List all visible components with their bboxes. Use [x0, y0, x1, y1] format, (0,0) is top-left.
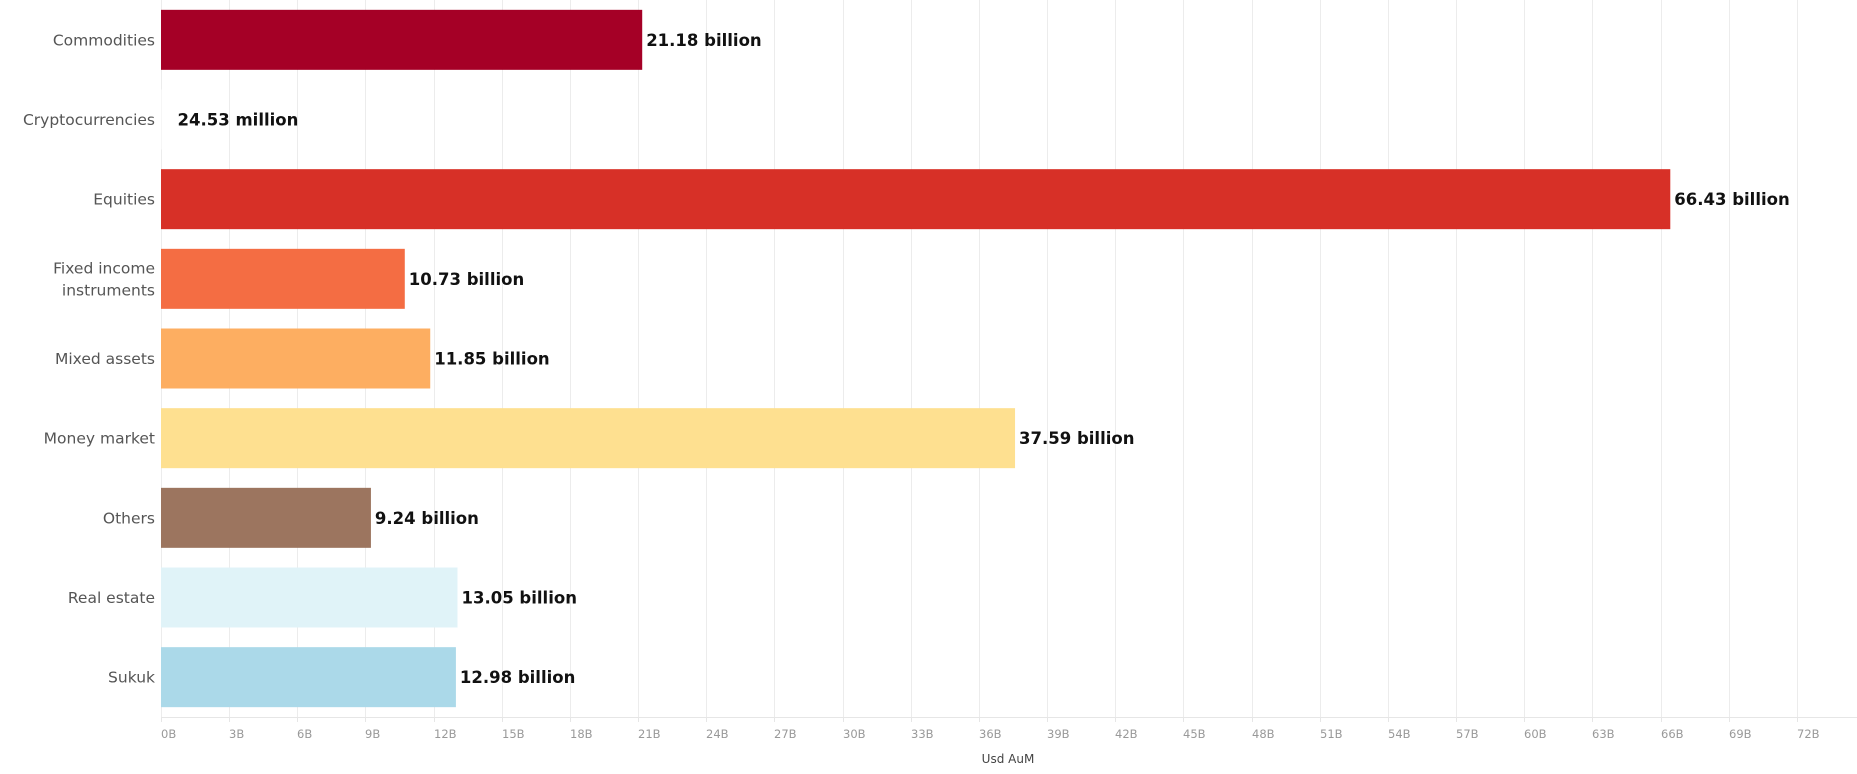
x-tick-label: 12B: [434, 727, 457, 741]
value-label: 37.59 billion: [1019, 429, 1134, 448]
category-labels: Commodities Cryptocurrencies Equities Fixed…: [23, 31, 155, 686]
category-label-line: Commodities: [53, 31, 155, 49]
x-tick-label: 54B: [1388, 727, 1411, 741]
value-label: 12.98 billion: [460, 668, 575, 687]
value-label: 21.18 billion: [646, 31, 761, 50]
x-tick-label: 63B: [1592, 727, 1615, 741]
x-tick-label: 69B: [1729, 727, 1752, 741]
x-tick-label: 36B: [979, 727, 1002, 741]
x-tick-label: 3B: [229, 727, 244, 741]
category-label-line: Money market: [44, 430, 155, 448]
category-label: Mixed assets: [55, 350, 155, 368]
category-label: Sukuk: [108, 669, 155, 687]
x-tick-label: 18B: [570, 727, 593, 741]
x-tick-label: 72B: [1797, 727, 1820, 741]
category-label-line: Cryptocurrencies: [23, 111, 155, 129]
bar[interactable]: [161, 9, 643, 70]
value-label: 11.85 billion: [434, 350, 549, 369]
x-tick-label: 42B: [1115, 727, 1138, 741]
category-label-line: instruments: [62, 281, 155, 299]
value-label: 9.24 billion: [375, 509, 479, 528]
x-tick-label: 45B: [1183, 727, 1206, 741]
bar[interactable]: [161, 567, 458, 628]
bars: [161, 9, 1671, 708]
x-tick-label: 27B: [774, 727, 797, 741]
x-axis-title: Usd AuM: [982, 752, 1035, 766]
bar[interactable]: [161, 647, 456, 708]
bar[interactable]: [161, 408, 1016, 469]
value-labels: 21.18 billion 24.53 million 66.43 billion 1…: [178, 31, 1790, 687]
x-axis: 0B 3B 6B 9B 12B 15B 18B 21B 24B 27B 30B 33B 36B 39B 42…: [161, 717, 1857, 741]
x-tick-label: 15B: [502, 727, 525, 741]
category-label-line: Sukuk: [108, 669, 155, 687]
value-label: 13.05 billion: [461, 589, 576, 608]
category-label: Money market: [44, 430, 155, 448]
category-label: Real estate: [68, 589, 155, 607]
x-tick-label: 6B: [297, 727, 312, 741]
x-tick-label: 0B: [161, 727, 176, 741]
x-tick-label: 60B: [1524, 727, 1547, 741]
x-tick-label: 57B: [1456, 727, 1479, 741]
x-tick-label: 24B: [706, 727, 729, 741]
value-label: 66.43 billion: [1674, 190, 1789, 209]
x-tick-label: 33B: [911, 727, 934, 741]
x-tick-label: 51B: [1320, 727, 1343, 741]
bar[interactable]: [161, 248, 405, 309]
value-label: 24.53 million: [178, 111, 299, 130]
x-tick-label: 39B: [1047, 727, 1070, 741]
category-label: Equities: [93, 191, 155, 209]
gridlines: [161, 0, 1798, 717]
category-label: Commodities: [53, 31, 155, 49]
category-label: Fixed income instruments: [53, 259, 155, 299]
category-label-line: Equities: [93, 191, 155, 209]
x-tick-label: 30B: [843, 727, 866, 741]
bar[interactable]: [161, 169, 1671, 230]
bar[interactable]: [161, 328, 431, 389]
category-label-line: Fixed income: [53, 259, 155, 277]
category-label-line: Others: [103, 509, 155, 527]
value-label: 10.73 billion: [409, 270, 524, 289]
category-label-line: Real estate: [68, 589, 155, 607]
x-tick-label: 9B: [365, 727, 380, 741]
bar[interactable]: [161, 487, 371, 548]
category-label-line: Mixed assets: [55, 350, 155, 368]
x-tick-label: 48B: [1252, 727, 1275, 741]
x-tick-label: 21B: [638, 727, 661, 741]
x-tick-label: 66B: [1661, 727, 1684, 741]
bar[interactable]: [161, 89, 162, 150]
category-label: Others: [103, 509, 155, 527]
category-label: Cryptocurrencies: [23, 111, 155, 129]
